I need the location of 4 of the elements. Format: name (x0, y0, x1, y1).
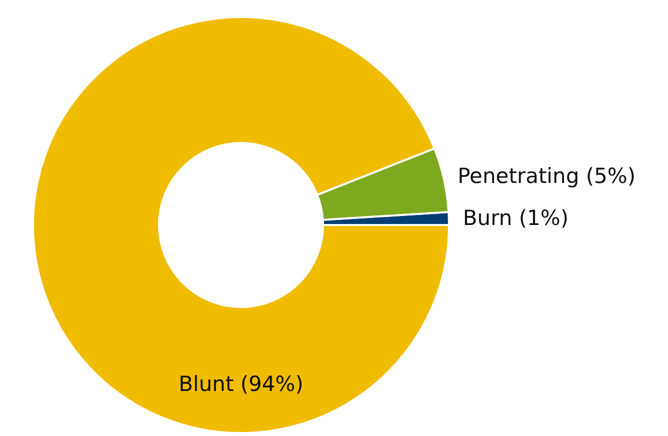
slice-label: Burn (1%) (462, 206, 569, 230)
slice-label: Penetrating (5%) (458, 164, 636, 188)
donut-slice (32, 16, 450, 434)
slice-label: Blunt (94%) (178, 372, 304, 396)
